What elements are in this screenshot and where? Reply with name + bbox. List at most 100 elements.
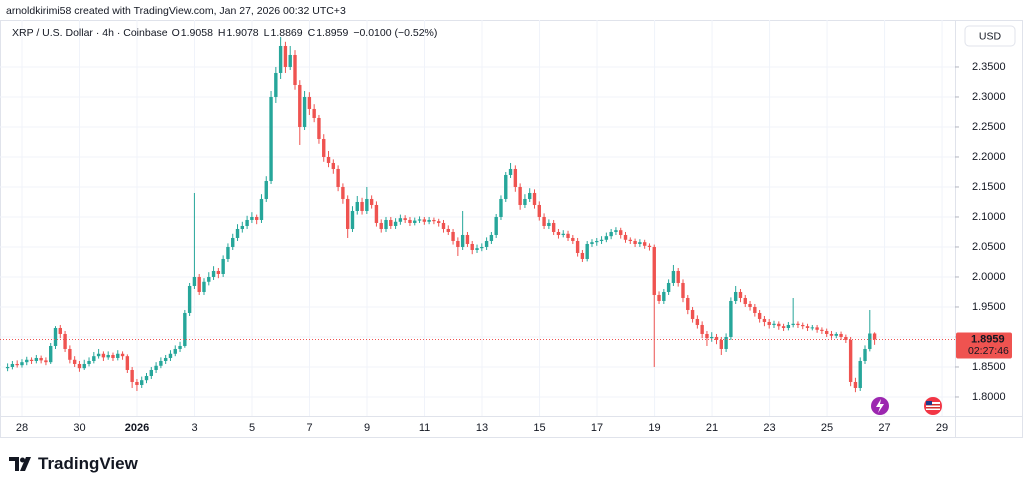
x-tick-label: 19: [648, 422, 660, 434]
legend-key: C: [308, 27, 316, 39]
candle-body: [72, 359, 77, 364]
candle-body: [542, 216, 546, 226]
candle-body: [111, 354, 115, 358]
candle-body: [815, 327, 819, 330]
candle-body: [772, 323, 776, 325]
x-tick-label: 11: [419, 422, 430, 434]
candle-body: [355, 201, 359, 211]
last-price-label: 1.8959: [971, 333, 1005, 345]
candle-body: [547, 222, 551, 226]
candle-body: [197, 276, 201, 292]
candle-body: [221, 258, 225, 274]
candle-body: [369, 198, 374, 205]
legend-value: 1.9078: [227, 27, 259, 39]
candle-body: [322, 138, 326, 157]
candle-body: [575, 240, 580, 253]
candle-body: [791, 323, 795, 325]
candle-body: [666, 282, 671, 292]
candle-body: [571, 237, 575, 241]
x-tick-label: 29: [936, 422, 948, 434]
candle-body: [245, 219, 249, 226]
candle-body: [82, 363, 86, 369]
candle-body: [733, 291, 738, 301]
candle-body: [801, 324, 805, 327]
candle-body: [777, 323, 781, 327]
candle-body: [96, 353, 101, 357]
candle-body: [858, 360, 862, 388]
x-tick-label: 9: [364, 422, 370, 434]
candle-body: [413, 220, 417, 223]
x-tick-label: 15: [533, 422, 545, 434]
x-tick-label: 30: [73, 422, 85, 434]
candle-body: [796, 323, 800, 325]
countdown-label: 02:27:46: [968, 345, 1009, 357]
candle-body: [528, 192, 532, 199]
candle-body: [58, 327, 62, 334]
candle-body: [595, 240, 599, 243]
candle-body: [451, 231, 455, 241]
candle-body: [432, 219, 436, 222]
candle-body: [532, 192, 537, 205]
candle-body: [106, 354, 110, 358]
candle-body: [585, 243, 589, 259]
y-tick-label: 2.3500: [972, 61, 1006, 73]
candle-body: [824, 330, 829, 334]
candle-body: [135, 381, 139, 385]
candle-body: [288, 54, 292, 67]
candle-body: [350, 210, 355, 229]
candle-body: [633, 240, 637, 244]
candle-body: [619, 230, 623, 235]
candle-body: [173, 348, 177, 354]
candle-body: [240, 225, 245, 229]
candle-body: [398, 218, 403, 222]
header: arnoldkirimi58 created with TradingView.…: [6, 5, 346, 17]
candle-body: [743, 297, 747, 304]
candle-body: [278, 45, 283, 73]
candle-body: [513, 168, 518, 187]
candle-body: [140, 380, 144, 385]
candle-body: [293, 54, 297, 85]
legend-change: −0.0100 (−0.52%): [353, 27, 437, 39]
candle-body: [863, 348, 867, 361]
legend-key: L: [264, 27, 270, 39]
candle-body: [762, 318, 767, 322]
candle-body: [226, 246, 230, 259]
candle-body: [120, 353, 125, 357]
candle-body: [274, 72, 278, 97]
candle-body: [695, 318, 700, 325]
candle-body: [192, 276, 197, 286]
flag-icon: [924, 397, 942, 415]
legend-value: 1.8959: [316, 27, 348, 39]
y-tick-label: 2.0000: [972, 271, 1006, 283]
y-tick-label: 2.0500: [972, 241, 1006, 253]
candle-body: [125, 356, 130, 370]
candle-body: [163, 357, 168, 361]
candle-body: [403, 218, 407, 220]
flag-icon-canton: [926, 401, 932, 405]
candle-body: [647, 245, 652, 247]
candle-body: [312, 108, 316, 118]
currency-button[interactable]: [964, 25, 1016, 47]
y-tick-label: 1.8500: [972, 361, 1006, 373]
candle-body: [231, 237, 235, 247]
candle-body: [389, 219, 393, 226]
candle-body: [101, 353, 106, 358]
candle-body: [10, 363, 15, 367]
candle-body: [53, 327, 58, 346]
y-tick-label: 2.1500: [972, 181, 1006, 193]
x-tick-label: 7: [306, 422, 312, 434]
candle-body: [336, 168, 340, 187]
candle-body: [484, 240, 489, 247]
candle-body: [556, 231, 561, 235]
candle-body: [537, 204, 541, 217]
candle-body: [494, 216, 498, 235]
candle-body: [623, 234, 628, 240]
symbol-title: XRP / U.S. Dollar · 4h · Coinbase: [12, 27, 168, 39]
candle-body: [331, 162, 336, 169]
candle-body: [408, 219, 412, 223]
legend-value: 1.9058: [181, 27, 213, 39]
candle-body: [49, 345, 53, 363]
candle-body: [360, 201, 364, 211]
event-icon: [871, 397, 889, 415]
candle-body: [834, 333, 838, 336]
